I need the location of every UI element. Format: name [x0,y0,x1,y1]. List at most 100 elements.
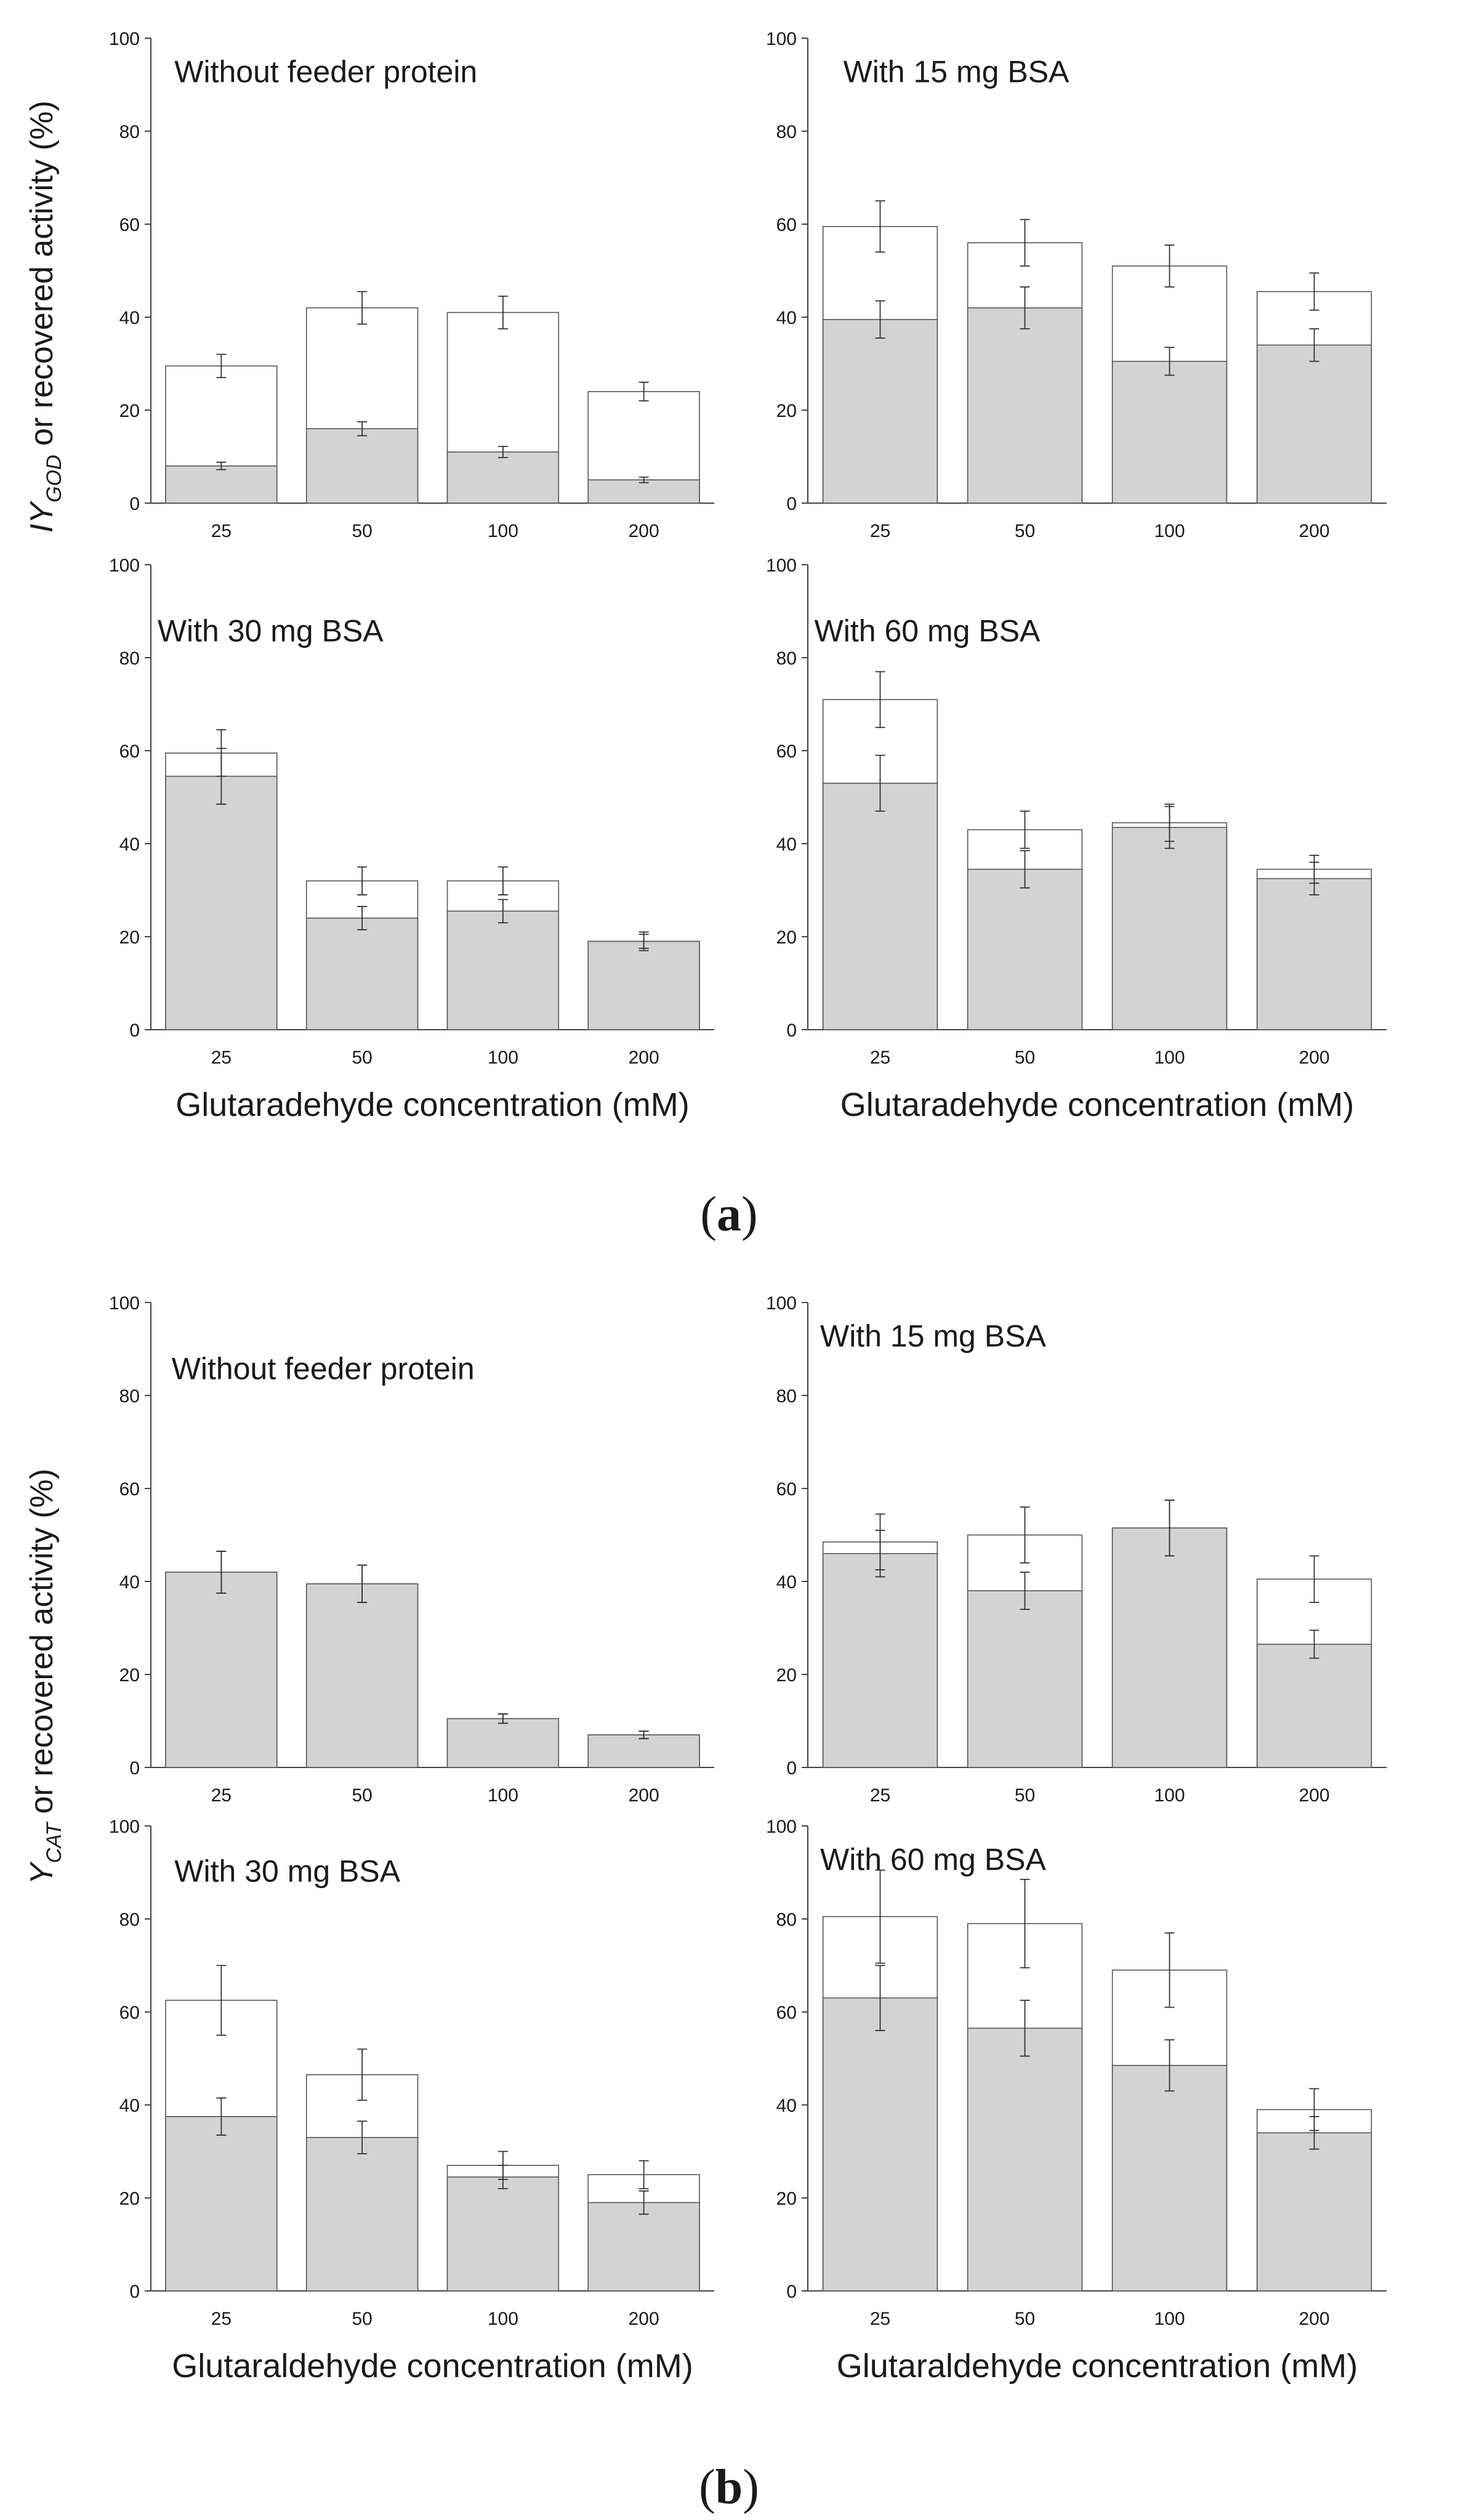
x-tick-label: 25 [211,1048,232,1068]
activity-bar-200 [587,2202,700,2292]
y-tick-label: 60 [776,1479,797,1500]
panel-title: With 60 mg BSA [820,1843,1046,1877]
figure-label-a: (a) [700,1187,757,1242]
y-tick-label: 0 [129,1020,140,1041]
y-tick-label: 0 [786,1020,797,1041]
x-tick-label: 50 [1015,1785,1035,1806]
y-tick-label: 60 [776,215,797,235]
figure-label-b: (b) [699,2460,759,2514]
panel-title: With 30 mg BSA [174,1854,400,1889]
y-tick-label: 0 [129,2282,140,2302]
y-tick-label: 80 [119,1386,140,1407]
y-tick-label: 80 [776,1910,797,1930]
activity-bar-100 [446,910,560,1030]
activity-bar-25 [822,1997,938,2292]
y-tick-label: 100 [766,555,797,576]
x-tick-label: 100 [488,2309,518,2329]
y-tick-label: 0 [129,494,140,514]
x-axis-label: Glutaradehyde concentration (mM) [175,1086,689,1123]
y-tick-label: 40 [776,834,797,855]
activity-bar-25 [165,775,278,1030]
x-tick-label: 50 [1015,521,1035,541]
y-tick-label: 40 [776,308,797,328]
activity-bar-100 [1111,2065,1228,2292]
x-axis-label: Glutaradehyde concentration (mM) [840,1086,1354,1123]
panel-title: With 15 mg BSA [844,55,1069,89]
panel-title: Without feeder protein [174,55,477,89]
y-tick-label: 20 [119,2189,140,2209]
y-tick-label: 80 [776,648,797,669]
x-tick-label: 50 [352,1048,372,1068]
activity-bar-50 [305,1583,419,1768]
y-tick-label: 100 [766,29,797,49]
x-axis-label: Glutaraldehyde concentration (mM) [172,2348,693,2385]
activity-bar-50 [305,918,419,1030]
x-tick-label: 200 [1299,1785,1329,1806]
y-tick-label: 100 [109,555,140,576]
activity-bar-50 [967,307,1083,504]
activity-bar-100 [446,2176,560,2292]
x-tick-label: 100 [488,1048,518,1068]
activity-bar-200 [587,940,700,1030]
activity-bar-200 [1256,878,1372,1030]
panel-title: With 15 mg BSA [820,1319,1046,1354]
x-tick-label: 25 [870,521,890,541]
y-tick-label: 40 [119,308,140,328]
y-tick-label: 80 [119,648,140,669]
y-tick-label: 40 [776,1572,797,1593]
panel-title: Without feeder protein [172,1352,475,1386]
x-tick-label: 200 [629,2309,659,2329]
y-tick-label: 80 [776,1386,797,1407]
x-tick-label: 200 [1299,2309,1329,2329]
y-tick-label: 80 [119,1910,140,1930]
activity-bar-50 [967,2027,1083,2292]
x-tick-label: 100 [488,521,518,541]
activity-bar-200 [587,1734,700,1768]
panel-b-bottom-left: 0 20 40 60 80 100 25 50 100 200 With 30 mg BSA Glut… [109,1817,714,2385]
x-tick-label: 25 [870,1048,890,1068]
y-tick-label: 80 [119,122,140,142]
activity-bar-100 [1111,826,1228,1030]
y-tick-label: 60 [119,2003,140,2023]
y-tick-label: 100 [109,1817,140,1837]
x-tick-label: 50 [1015,2309,1035,2329]
activity-bar-200 [1256,1644,1372,1768]
activity-bar-200 [1256,344,1372,504]
activity-bar-25 [822,1553,938,1768]
x-tick-label: 100 [488,1785,518,1806]
activity-bar-100 [1111,360,1228,504]
activity-bar-25 [165,465,278,504]
x-tick-label: 25 [870,1785,890,1806]
x-tick-label: 200 [1299,1048,1329,1068]
y-tick-label: 40 [119,1572,140,1593]
x-tick-label: 200 [629,1048,659,1068]
x-tick-label: 200 [629,521,659,541]
panel-title: With 60 mg BSA [815,614,1041,648]
x-tick-label: 25 [211,2309,232,2329]
activity-bar-25 [165,1572,278,1768]
y-tick-label: 20 [119,1665,140,1686]
y-axis-label: YCAT or recovered activity (%) [24,1469,66,1884]
y-tick-label: 20 [776,2189,797,2209]
x-tick-label: 50 [1015,1048,1035,1068]
x-tick-label: 100 [1154,1785,1185,1806]
y-axis-label: IYGOD or recovered activity (%) [24,100,66,533]
y-tick-label: 60 [119,215,140,235]
y-tick-label: 20 [119,927,140,948]
x-tick-label: 25 [870,2309,890,2329]
y-tick-label: 20 [776,1665,797,1686]
y-tick-label: 0 [786,2282,797,2302]
activity-bar-200 [587,479,700,504]
x-tick-label: 100 [1154,521,1185,541]
y-tick-label: 40 [776,2096,797,2116]
activity-bar-25 [822,318,938,504]
panel-a-top-right: 0 20 40 60 80 100 25 50 100 200 With 15 mg BSA [766,29,1387,541]
activity-bar-25 [822,783,938,1030]
y-tick-label: 60 [119,1479,140,1500]
panel-a-bottom-right: 0 20 40 60 80 100 25 50 100 200 With 60 mg BSA Glut… [766,555,1387,1123]
x-tick-label: 50 [352,1785,372,1806]
activity-bar-50 [967,868,1083,1030]
panel-a-bottom-left: 0 20 40 60 80 100 25 50 100 200 With 30 mg BSA Glut… [109,555,714,1123]
y-tick-label: 100 [766,1293,797,1314]
y-tick-label: 20 [119,401,140,421]
